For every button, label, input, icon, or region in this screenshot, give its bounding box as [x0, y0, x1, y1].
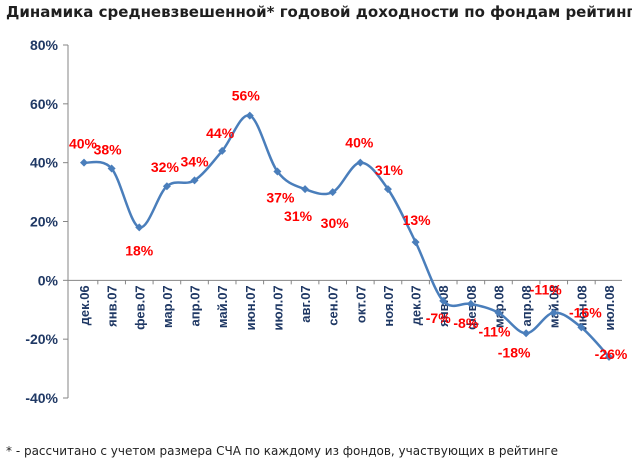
data-point — [135, 223, 144, 232]
x-tick-label: июл.07 — [270, 285, 285, 330]
y-tick-label: -20% — [25, 331, 58, 347]
data-point — [328, 188, 337, 197]
x-tick-label: дек.07 — [409, 285, 424, 325]
y-tick-label: 20% — [30, 214, 59, 230]
x-tick-label: дек.06 — [77, 285, 92, 325]
data-point — [162, 182, 171, 191]
x-tick-label: май.08 — [547, 285, 562, 328]
data-point — [411, 238, 420, 247]
chart-title: Динамика средневзвешенной* годовой доход… — [6, 3, 632, 21]
x-tick-label: ноя.07 — [381, 285, 396, 326]
data-label: -16% — [569, 304, 602, 320]
data-label: 18% — [125, 242, 154, 258]
y-tick-label: 60% — [30, 96, 59, 112]
data-label: -7% — [426, 310, 451, 326]
data-point — [383, 185, 392, 194]
data-point — [245, 111, 254, 120]
x-tick-label: янв.07 — [105, 285, 120, 327]
data-markers — [80, 111, 613, 361]
data-label: 38% — [94, 142, 123, 158]
data-label: 30% — [321, 215, 350, 231]
y-tick-label: -40% — [25, 390, 58, 406]
data-label: 13% — [403, 212, 432, 228]
data-point — [466, 299, 475, 308]
footnote: * - рассчитано с учетом размера СЧА по к… — [6, 444, 558, 458]
data-label: 40% — [345, 135, 374, 151]
data-point — [301, 185, 310, 194]
x-tick-label: мар.08 — [491, 285, 506, 328]
x-tick-label: апр.08 — [519, 285, 534, 326]
x-tick-label: май.07 — [215, 285, 230, 328]
data-label: 44% — [206, 125, 235, 141]
x-tick-label: сен.07 — [326, 285, 341, 325]
data-label: 40% — [69, 136, 98, 152]
line-chart: 80% 60% 40% 20% 0% -20% -40% дек.06 янв.07 фев.0… — [25, 37, 628, 406]
x-tick-label: апр.07 — [188, 285, 203, 326]
data-point — [549, 308, 558, 317]
data-point — [218, 146, 227, 155]
data-label: -18% — [498, 344, 531, 360]
x-tick-label: фев.07 — [132, 285, 147, 330]
y-tick-label: 80% — [30, 37, 59, 53]
data-label: 34% — [181, 153, 210, 169]
y-axis: 80% 60% 40% 20% 0% -20% -40% — [25, 37, 69, 406]
data-point — [107, 164, 116, 173]
data-label: 31% — [375, 162, 404, 178]
x-tick-label: июл.08 — [602, 285, 617, 330]
y-tick-label: 40% — [30, 155, 59, 171]
data-point — [605, 352, 613, 361]
x-tick-label: мар.07 — [160, 285, 175, 328]
data-labels: 40%38%18%32% 34%44%56%37%31% 30%40%31%13%-… — [69, 88, 628, 362]
x-tick-label: окт.07 — [353, 285, 368, 323]
data-label: -11% — [479, 324, 511, 340]
data-point — [190, 176, 199, 185]
data-label: 37% — [266, 189, 295, 205]
x-tick-label: фев.08 — [464, 285, 479, 330]
x-tick-label: июн.08 — [574, 285, 589, 330]
data-label: -26% — [595, 346, 628, 362]
data-point — [494, 308, 503, 317]
data-point — [577, 323, 586, 332]
data-label: 31% — [284, 208, 313, 224]
y-tick-label: 0% — [38, 272, 59, 288]
data-point — [273, 167, 282, 176]
x-tick-label: авг.07 — [298, 285, 313, 322]
x-tick-label: июн.07 — [243, 285, 258, 330]
data-label: -8% — [453, 315, 478, 331]
data-point — [522, 329, 531, 338]
data-point — [80, 158, 88, 167]
data-label: 32% — [151, 159, 180, 175]
data-point — [356, 158, 365, 167]
data-point — [439, 296, 448, 305]
data-label: -11% — [530, 282, 562, 298]
data-label: 56% — [232, 88, 261, 104]
